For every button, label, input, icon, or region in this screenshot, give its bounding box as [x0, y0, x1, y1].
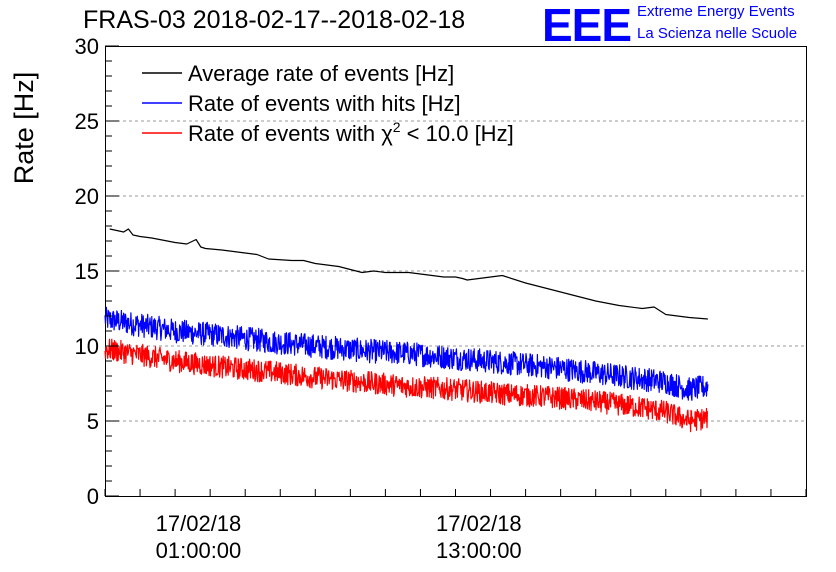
legend-label-3: Rate of events with χ2 < 10.0 [Hz] [188, 119, 514, 146]
y-tick-label: 20 [75, 184, 99, 209]
legend-label-1: Average rate of events [Hz] [188, 61, 454, 86]
y-tick-label: 25 [75, 109, 99, 134]
x-tick-date-label: 17/02/18 [156, 511, 242, 536]
series-lines [104, 228, 709, 433]
y-tick-label: 10 [75, 334, 99, 359]
chart-title: FRAS-03 2018-02-17--2018-02-18 [83, 6, 466, 34]
legend-label-2: Rate of events with hits [Hz] [188, 91, 461, 116]
legend: Average rate of events [Hz] Rate of event… [142, 61, 514, 146]
y-tick-label: 5 [87, 409, 99, 434]
y-tick-label: 30 [75, 34, 99, 59]
series-line-3 [104, 338, 709, 433]
y-axis: 0 5 10 15 20 25 30 [75, 34, 119, 509]
eee-logo: EEE [542, 0, 632, 51]
logo-text-line1: Extreme Energy Events [637, 3, 795, 20]
x-tick-date-label: 17/02/18 [436, 511, 522, 536]
y-tick-label: 15 [75, 259, 99, 284]
x-tick-time-label: 13:00:00 [436, 538, 522, 563]
logo-text-line2: La Scienza nelle Scuole [637, 25, 798, 42]
series-line-2 [104, 306, 709, 401]
series-line-1 [109, 228, 708, 320]
y-tick-label: 0 [87, 484, 99, 509]
x-tick-time-label: 01:00:00 [156, 538, 242, 563]
y-axis-label: Rate [Hz] [9, 72, 39, 185]
